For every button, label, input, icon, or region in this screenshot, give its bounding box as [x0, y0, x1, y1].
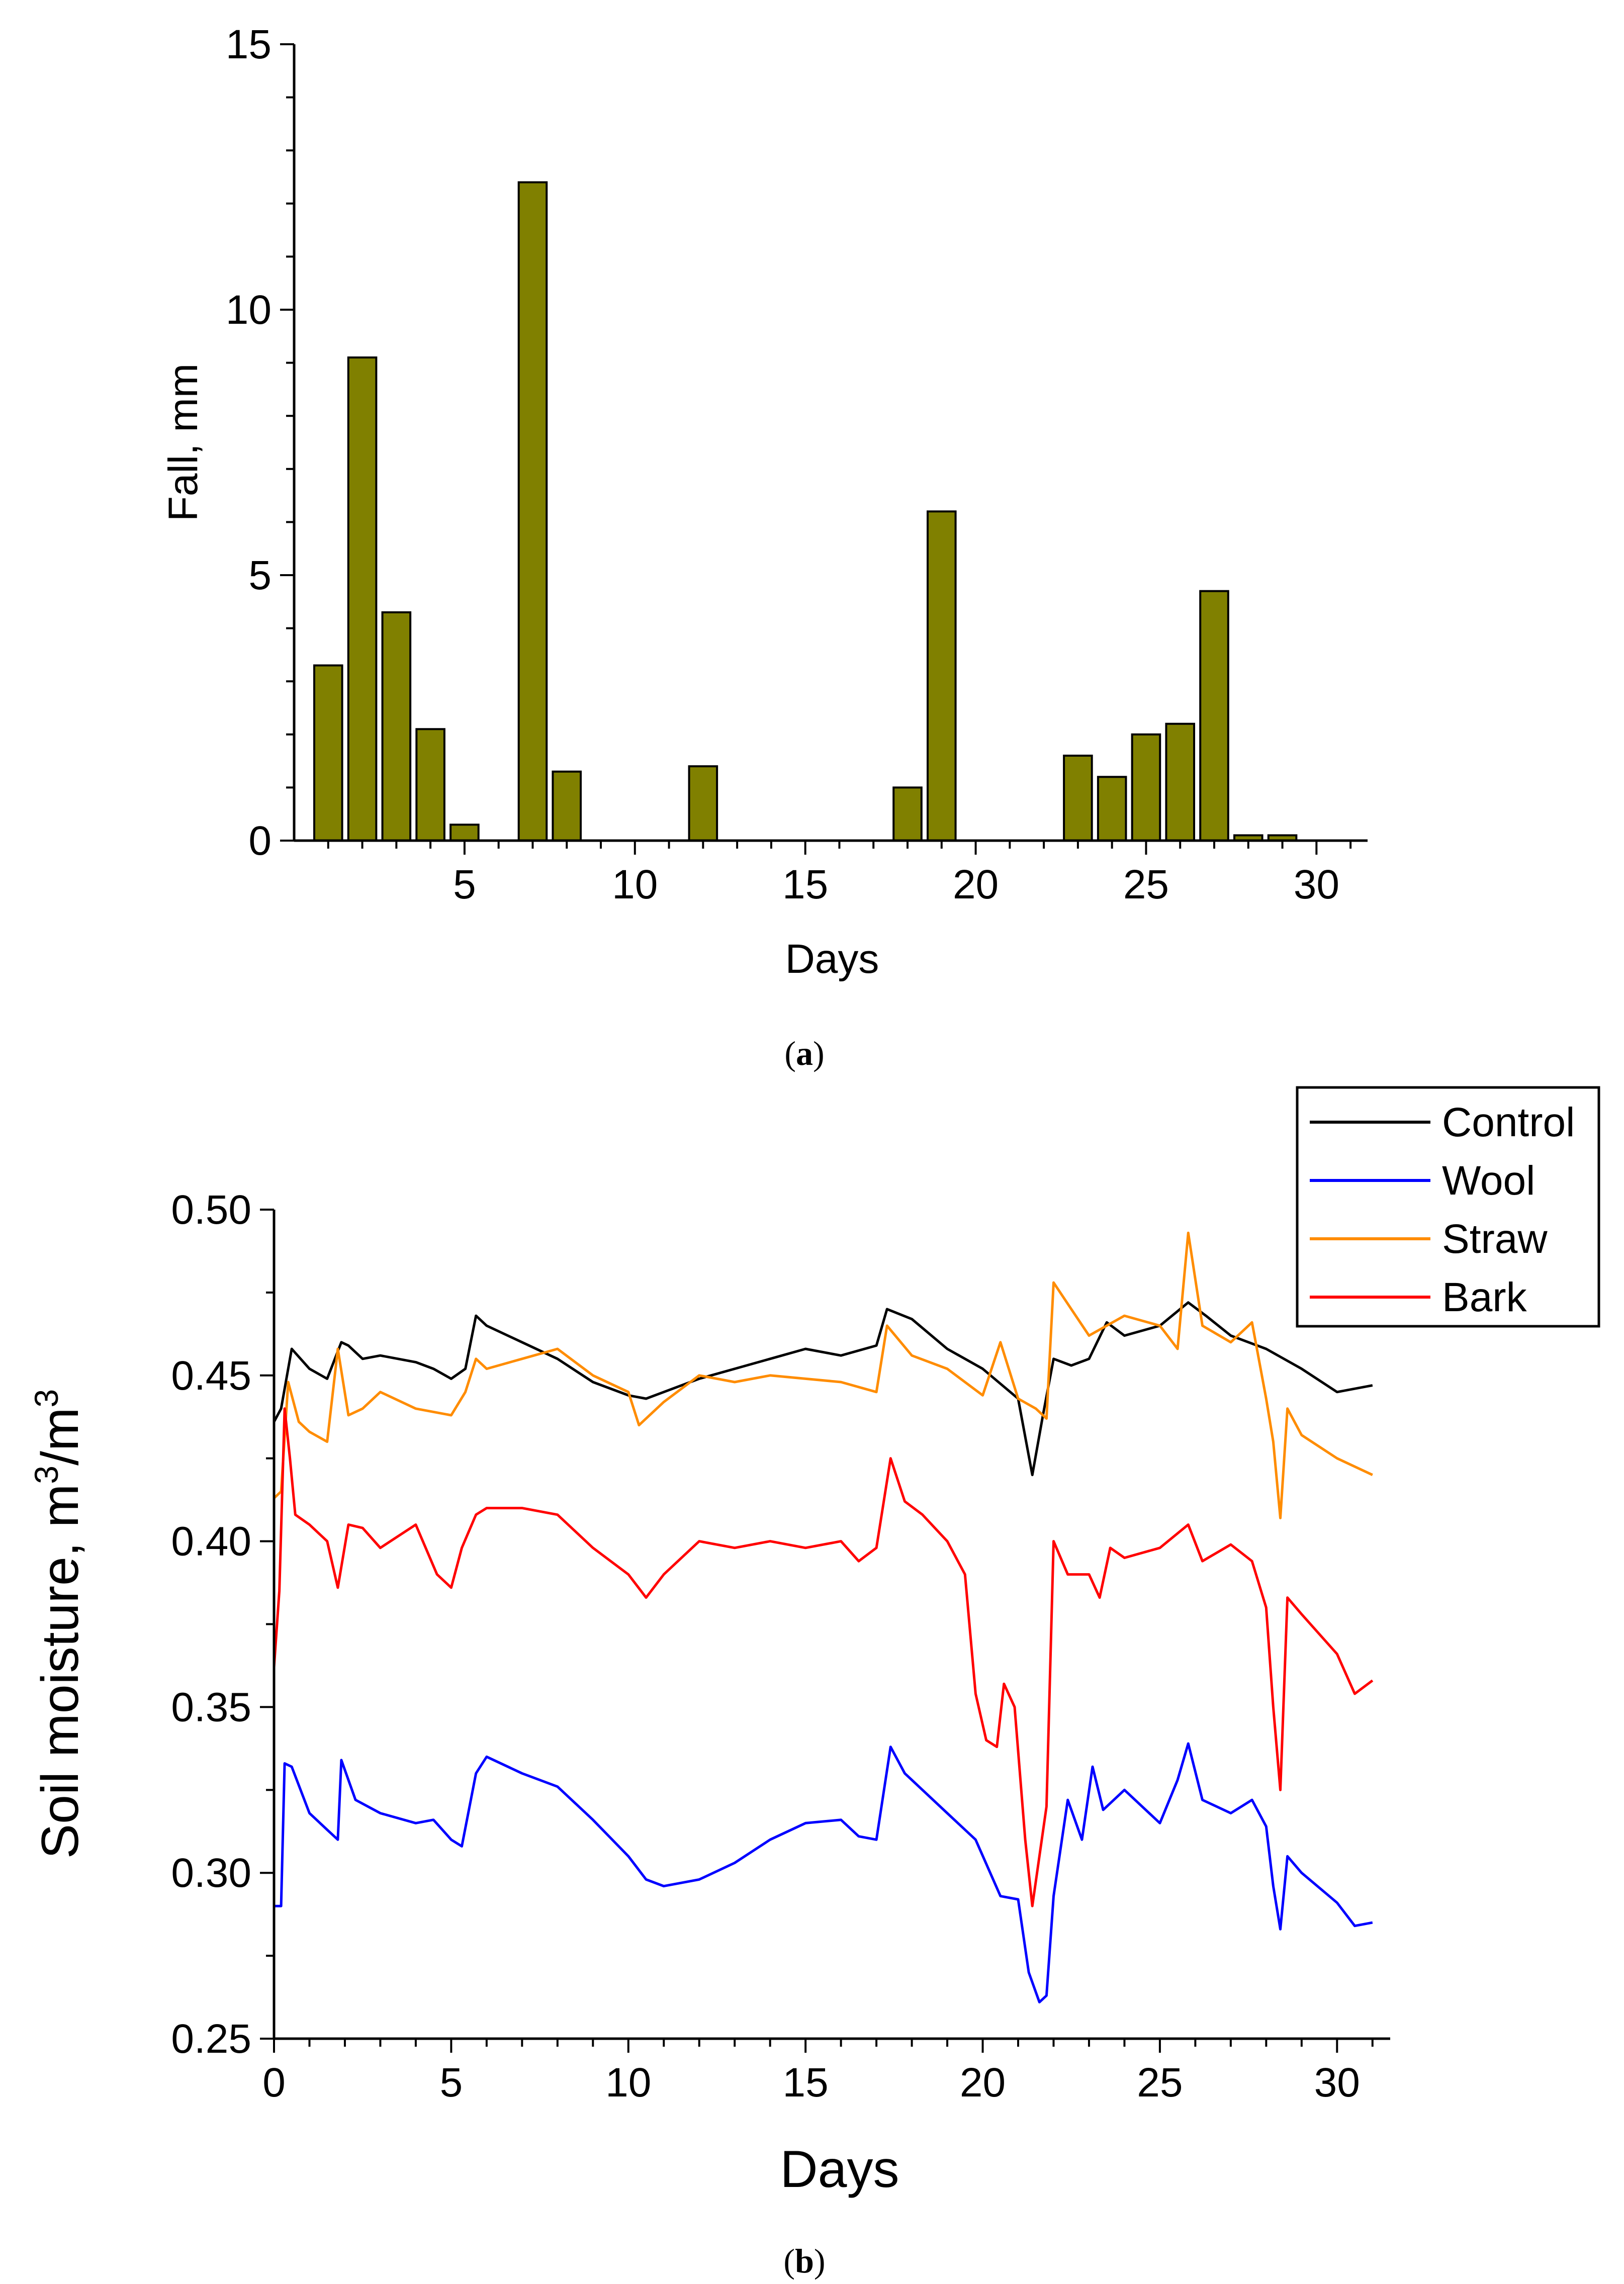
bar-day-5	[449, 824, 480, 842]
x-tick-label: 5	[453, 862, 476, 907]
bar-day-19	[926, 510, 957, 842]
legend: Control Wool Straw Bark	[1296, 1086, 1600, 1328]
series-line-wool	[274, 1742, 1373, 2003]
y-axis-label-sup2: 3	[28, 1389, 65, 1408]
y-axis-label-mid: /m	[31, 1407, 89, 1466]
bar-day-25	[1131, 733, 1161, 842]
x-tick-label: 15	[782, 862, 828, 907]
legend-box	[1296, 1086, 1600, 1328]
legend-label-wool: Wool	[1442, 1158, 1535, 1204]
bar-day-4	[415, 728, 445, 842]
tick-marks	[260, 1209, 1374, 2053]
panel-label-a: (a)	[784, 1034, 824, 1072]
x-tick-label: 25	[1123, 862, 1169, 907]
series-line-bark	[273, 1407, 1374, 1907]
bar-day-3	[381, 611, 412, 842]
series-line-control	[273, 1301, 1373, 1477]
y-tick-label: 0.30	[171, 1850, 251, 1896]
x-tick-label: 0	[262, 2060, 286, 2106]
bar-day-2	[347, 356, 378, 842]
panel-label-a-letter: a	[796, 1034, 813, 1072]
y-tick-label: 0.40	[171, 1519, 251, 1565]
y-tick-label: 0	[248, 818, 272, 864]
panel-label-b-letter: b	[795, 2242, 814, 2280]
legend-label-straw: Straw	[1442, 1216, 1548, 1262]
y-tick-label: 5	[248, 553, 272, 598]
x-tick-label: 30	[1294, 862, 1339, 907]
bar-day-8	[552, 770, 582, 842]
legend-label-control: Control	[1442, 1100, 1575, 1145]
soil-moisture-line-chart: 0 5 10 15 20 25 30 0.25 0.30 0.35 0.40 0.45 0.50 Day…	[28, 1086, 1600, 2280]
bar-day-24	[1097, 776, 1127, 842]
y-axis-label-sup1: 3	[28, 1466, 65, 1484]
bar-day-27	[1199, 590, 1229, 842]
y-tick-label: 0.50	[171, 1187, 251, 1233]
x-axis-label: Days	[780, 2140, 899, 2199]
bars-group	[313, 181, 1298, 842]
tick-labels: 5 10 15 20 25 30 0 5 10 15	[226, 22, 1339, 907]
x-tick-label: 10	[605, 2060, 651, 2106]
panel-label-b: (b)	[783, 2242, 825, 2280]
legend-label-bark: Bark	[1442, 1274, 1527, 1320]
x-tick-label: 25	[1137, 2060, 1183, 2106]
x-tick-label: 20	[960, 2060, 1006, 2106]
y-tick-label: 15	[226, 22, 272, 67]
y-axis-label: Soil moisture, m3/m3	[28, 1389, 89, 1859]
y-tick-label: 0.45	[171, 1353, 251, 1399]
bar-day-23	[1063, 755, 1093, 842]
series-lines	[273, 1231, 1374, 2003]
bar-day-7	[517, 181, 548, 842]
series-line-straw	[273, 1231, 1373, 1519]
y-axis-label: Fall, mm	[160, 363, 206, 521]
legend-items: Control Wool Straw Bark	[1310, 1100, 1575, 1320]
y-tick-label: 0.25	[171, 2016, 251, 2062]
y-tick-label: 0.35	[171, 1684, 251, 1730]
bar-day-1	[313, 664, 343, 842]
tick-marks	[280, 43, 1352, 855]
x-tick-label: 20	[953, 862, 999, 907]
x-axis-label: Days	[785, 936, 879, 982]
y-tick-label: 10	[226, 287, 272, 333]
y-axis-label-main: Soil moisture, m	[31, 1484, 89, 1859]
tick-labels: 0 5 10 15 20 25 30 0.25 0.30 0.35 0.40 0.45 0.50	[171, 1187, 1360, 2106]
bar-day-18	[892, 786, 923, 842]
bar-day-12	[688, 765, 718, 842]
x-tick-label: 10	[612, 862, 658, 907]
bar-day-26	[1165, 722, 1196, 842]
x-tick-label: 5	[440, 2060, 463, 2106]
rainfall-bar-chart: 5 10 15 20 25 30 0 5 10 15 Days Fall, mm (a)	[160, 22, 1368, 1072]
x-tick-label: 30	[1314, 2060, 1360, 2106]
x-tick-label: 15	[783, 2060, 829, 2106]
